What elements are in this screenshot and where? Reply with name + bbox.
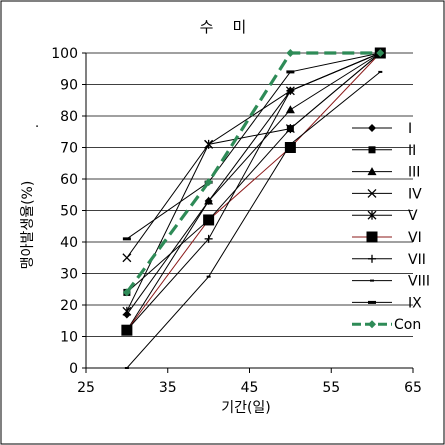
- y-tick-label: 10: [60, 330, 78, 346]
- series-line-vii: [126, 52, 381, 331]
- legend-marker-vi: [366, 231, 378, 243]
- legend-marker-i: [368, 124, 376, 132]
- data-point-viii: [378, 70, 383, 73]
- legend-item-i: I: [352, 121, 412, 137]
- legend-marker-v: [367, 210, 377, 220]
- data-point-con: [286, 49, 295, 57]
- legend-item-ix: IX: [352, 295, 422, 311]
- data-point-iv: [122, 253, 132, 263]
- legend-item-viii: VIII: [352, 274, 430, 290]
- legend-label-ix: IX: [408, 295, 422, 311]
- y-tick-label: 50: [60, 204, 78, 220]
- legend-marker-ix: [368, 300, 376, 304]
- data-point-vii: [204, 234, 213, 243]
- series-viii: [124, 70, 383, 369]
- x-tick-label: 35: [159, 380, 177, 396]
- data-point-v: [204, 139, 214, 149]
- legend-marker-iv: [367, 188, 377, 198]
- legend-label-iv: IV: [408, 186, 422, 202]
- legend-marker-iii: [367, 167, 377, 176]
- legend-item-v: V: [352, 208, 418, 224]
- y-tick-label: 90: [60, 78, 78, 94]
- x-tick-label: 65: [404, 380, 422, 396]
- series-line-ix: [126, 52, 381, 240]
- data-point-ix: [122, 237, 131, 241]
- legend-item-ii: II: [352, 143, 416, 159]
- series-layer: [121, 47, 386, 369]
- y-tick-label: 70: [60, 141, 78, 157]
- data-point-v: [285, 124, 295, 134]
- data-point-con: [204, 178, 213, 187]
- legend-item-iv: IV: [352, 186, 422, 202]
- legend-item-vi: VI: [352, 230, 422, 246]
- legend-item-vii: VII: [352, 252, 426, 268]
- x-tick-label: 45: [241, 380, 259, 396]
- data-point-viii: [124, 367, 129, 369]
- y-tick-label: 80: [60, 109, 78, 125]
- series-line-v: [126, 52, 381, 312]
- y-tick-label: 30: [60, 267, 78, 283]
- data-point-vii: [122, 326, 131, 335]
- y-tick-label: 60: [60, 172, 78, 188]
- legend-label-v: V: [408, 208, 418, 224]
- axes: 0 10 20 30 40 50 60 70 80 90 100 25 35 45 55 65: [51, 46, 422, 396]
- data-point-iv-stroke: [122, 253, 132, 263]
- legend-label-vii: VII: [408, 252, 426, 268]
- legend-label-i: I: [408, 121, 412, 137]
- data-point-con: [122, 288, 131, 297]
- x-tick-label: 25: [77, 380, 95, 396]
- series-line-con: [125, 51, 381, 294]
- data-point-iii: [285, 105, 295, 114]
- legend-marker-ii: [368, 146, 376, 154]
- data-point-viii: [206, 275, 211, 278]
- y-tick-label: 0: [69, 361, 78, 377]
- x-axis-label: 기간(일): [221, 400, 271, 416]
- legend-label-vi: VI: [408, 230, 422, 246]
- legend-item-con: Con: [352, 317, 421, 333]
- series-vii: [122, 49, 385, 335]
- legend-label-viii: VIII: [408, 274, 430, 290]
- data-point-ix: [286, 70, 295, 74]
- data-point-viii: [288, 143, 293, 146]
- data-point-iii: [204, 196, 214, 205]
- data-point-con: [376, 49, 385, 57]
- legend-marker-viii: [370, 279, 374, 282]
- y-tick-label: 40: [60, 235, 78, 251]
- y-tick-label: 100: [51, 46, 78, 62]
- series-line-iii: [126, 52, 381, 331]
- x-tick-label: 55: [322, 380, 340, 396]
- legend-marker-con: [368, 320, 376, 329]
- series-con: [122, 49, 385, 297]
- legend-label-con: Con: [394, 317, 421, 333]
- legend-label-ii: II: [408, 143, 416, 159]
- data-point-vi: [284, 142, 296, 153]
- y-axis-label: 맹아발생율(%): [20, 181, 36, 270]
- data-point-vii: [286, 86, 295, 95]
- series-line-vi: [126, 52, 381, 331]
- data-point-vi: [203, 214, 215, 226]
- legend-label-iii: III: [408, 165, 420, 181]
- legend-marker-iv-stroke: [367, 188, 377, 198]
- stray-mark: .: [35, 116, 39, 131]
- data-point-v: [122, 306, 132, 316]
- y-tick-label: 20: [60, 298, 78, 314]
- legend-marker-vii: [368, 254, 376, 263]
- legend-item-iii: III: [352, 165, 420, 181]
- series-line-viii: [126, 71, 381, 369]
- chart-title: 수 미: [200, 18, 247, 36]
